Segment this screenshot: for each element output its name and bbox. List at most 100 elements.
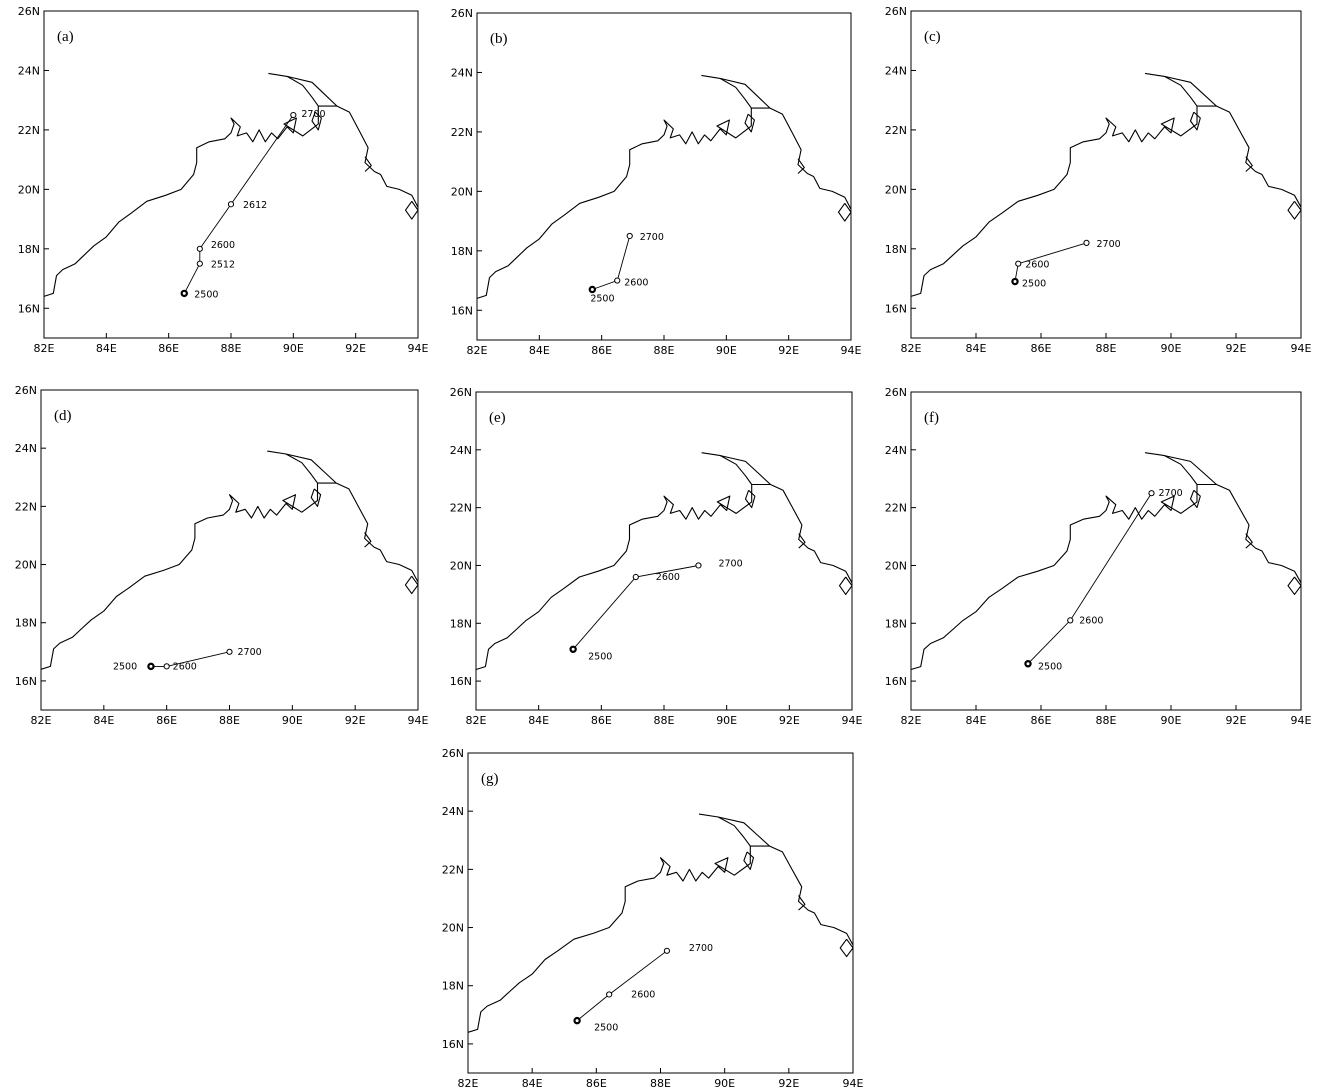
y-tick-label: 24N — [442, 805, 464, 818]
island-outline — [404, 575, 419, 595]
track-point — [290, 111, 297, 119]
x-tick-label: 92E — [778, 1077, 799, 1088]
track-point-label: 2700 — [238, 647, 262, 658]
y-tick-label: 18N — [450, 617, 472, 630]
x-tick-label: 86E — [158, 342, 179, 355]
track-point-label: 2600 — [1025, 260, 1049, 271]
track-point-label: 2612 — [243, 200, 267, 211]
island-outline — [404, 200, 419, 220]
x-tick-label: 84E — [966, 342, 987, 355]
track-point — [1067, 617, 1074, 624]
x-tick-label: 92E — [345, 714, 366, 727]
y-tick-label: 18N — [451, 245, 473, 258]
coastline-notch — [798, 533, 806, 549]
x-tick-label: 90E — [282, 714, 303, 727]
track-point-label: 2600 — [624, 278, 648, 289]
coastline-notch — [364, 156, 372, 172]
y-tick-label: 20N — [885, 183, 907, 196]
x-tick-label: 90E — [1161, 342, 1182, 355]
y-tick-label: 24N — [18, 64, 40, 77]
y-tick-label: 18N — [885, 617, 907, 630]
x-tick-label: 92E — [778, 344, 799, 357]
x-tick-label: 84E — [966, 714, 987, 727]
track-point — [573, 1016, 581, 1025]
y-tick-label: 26N — [450, 386, 472, 399]
track-point — [196, 245, 203, 252]
y-tick-label: 22N — [15, 500, 37, 513]
coastline-notch — [1245, 533, 1253, 549]
x-tick-label: 90E — [716, 714, 737, 727]
map-panel: 82E 84E 86E 88E 90E 92E 94E 16N 18N 20N 22N 24N 26N (… — [451, 7, 862, 357]
x-tick-label: 82E — [34, 342, 55, 355]
panel-label: (d) — [54, 408, 72, 424]
track-point — [1024, 660, 1032, 668]
track-point-label: 2600 — [656, 572, 680, 583]
track-point-label: 2512 — [211, 260, 235, 271]
track-point — [626, 232, 633, 240]
y-tick-label: 26N — [885, 5, 907, 18]
coastline-estuary — [1164, 75, 1217, 107]
panel-label: (a) — [57, 29, 74, 45]
coastline-estuary — [720, 455, 771, 485]
track-point — [1148, 490, 1155, 497]
coastline-notch — [364, 532, 372, 548]
track-point-label: 2500 — [594, 1023, 618, 1034]
map-frame — [475, 391, 853, 711]
coastline-estuary — [286, 75, 338, 107]
x-tick-label: 90E — [1161, 714, 1182, 727]
x-tick-label: 82E — [901, 714, 922, 727]
panel-label: (c) — [924, 29, 941, 45]
y-tick-label: 16N — [885, 675, 907, 688]
y-tick-label: 22N — [885, 502, 907, 515]
coastline-estuary — [718, 816, 770, 847]
x-tick-label: 94E — [408, 714, 429, 727]
y-tick-label: 24N — [15, 442, 37, 455]
y-tick-label: 22N — [450, 502, 472, 515]
track-point — [226, 648, 233, 655]
x-tick-label: 88E — [654, 344, 675, 357]
map-frame — [40, 389, 419, 711]
panel-label: (f) — [924, 410, 939, 426]
panel-label: (b) — [490, 31, 508, 47]
x-tick-label: 92E — [779, 714, 800, 727]
x-tick-label: 90E — [716, 344, 737, 357]
y-tick-label: 16N — [451, 304, 473, 317]
map-panel: 82E 84E 86E 88E 90E 92E 94E 16N 18N 20N 22N 24N 26N (… — [442, 747, 864, 1088]
y-tick-label: 16N — [15, 675, 37, 688]
coastline-estuary — [701, 74, 752, 109]
y-tick-label: 20N — [450, 559, 472, 572]
x-tick-label: 86E — [591, 714, 612, 727]
x-tick-label: 86E — [1031, 342, 1052, 355]
island-outline — [1189, 111, 1201, 131]
y-tick-label: 26N — [15, 384, 37, 397]
x-tick-label: 88E — [650, 1077, 671, 1088]
y-tick-label: 18N — [15, 617, 37, 630]
track-point — [180, 289, 188, 298]
panel-label: (e) — [489, 410, 506, 426]
coastline-estuary — [701, 452, 753, 485]
x-tick-label: 92E — [1226, 714, 1247, 727]
y-tick-label: 20N — [885, 559, 907, 572]
x-tick-label: 94E — [842, 714, 863, 727]
map-frame — [43, 10, 419, 339]
y-tick-label: 22N — [18, 124, 40, 137]
island-outline — [744, 113, 755, 133]
map-panel: 82E 84E 86E 88E 90E 92E 94E 16N 18N 20N 22N 24N 26N (… — [18, 5, 429, 355]
x-tick-label: 94E — [408, 342, 429, 355]
track-point — [163, 663, 170, 670]
x-tick-label: 86E — [1031, 714, 1052, 727]
coastline-estuary — [1164, 455, 1217, 485]
y-tick-label: 16N — [18, 302, 40, 315]
y-tick-label: 20N — [442, 922, 464, 935]
map-panel: 82E 84E 86E 88E 90E 92E 94E 16N 18N 20N 22N 24N 26N (… — [450, 386, 863, 727]
track-point — [1015, 260, 1022, 267]
island-outline — [1287, 576, 1302, 595]
track-point-label: 2500 — [194, 289, 218, 300]
y-tick-label: 26N — [442, 747, 464, 760]
island-outline — [744, 489, 756, 509]
track-point-label: 2500 — [1022, 279, 1046, 290]
x-tick-label: 84E — [522, 1077, 543, 1088]
y-tick-label: 22N — [451, 126, 473, 139]
island-outline — [839, 938, 854, 958]
x-tick-label: 90E — [714, 1077, 735, 1088]
